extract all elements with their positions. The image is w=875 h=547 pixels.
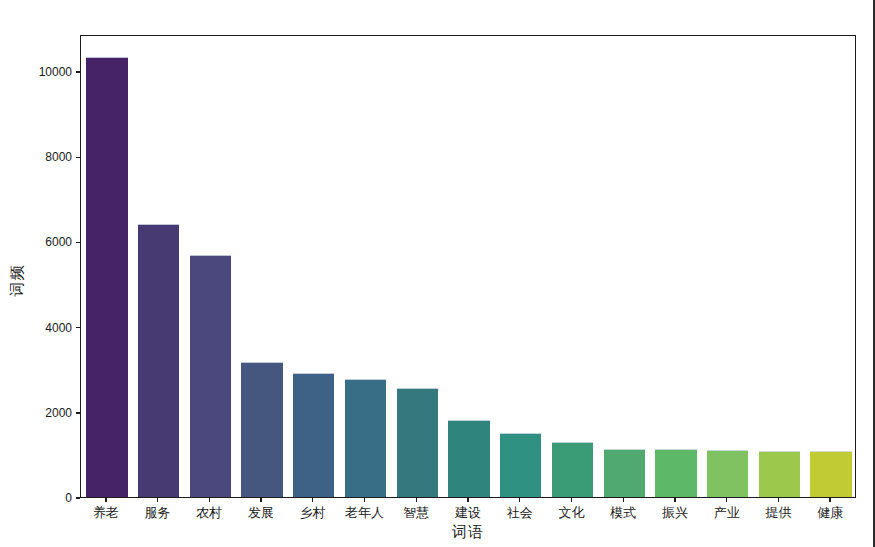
y-tick-label: 2000: [0, 406, 72, 420]
x-tick-mark: [260, 498, 261, 502]
x-tick-mark: [674, 498, 675, 502]
bar-2: [190, 255, 231, 497]
x-tick-mark: [157, 498, 158, 502]
plot-area: [80, 35, 856, 498]
bar-8: [500, 433, 541, 497]
bar-chart-figure: 词频 词语 养老服务农村发展乡村老年人智慧建设社会文化模式振兴产业提供健康020…: [0, 0, 875, 547]
x-tick-mark: [623, 498, 624, 502]
y-tick-mark: [76, 71, 80, 72]
x-tick-mark: [571, 498, 572, 502]
bar-0: [86, 57, 127, 497]
y-tick-mark: [76, 327, 80, 328]
y-tick-label: 10000: [0, 65, 72, 79]
x-tick-mark: [778, 498, 779, 502]
bar-11: [655, 449, 696, 497]
x-axis-label: 词语: [388, 523, 548, 542]
x-tick-mark: [105, 498, 106, 502]
y-tick-label: 4000: [0, 321, 72, 335]
bar-10: [604, 449, 645, 497]
x-tick-mark: [364, 498, 365, 502]
x-tick-mark: [726, 498, 727, 502]
bar-4: [293, 373, 334, 497]
bar-7: [448, 420, 489, 497]
bar-9: [552, 442, 593, 497]
bar-6: [397, 388, 438, 497]
y-tick-label: 0: [0, 491, 72, 505]
y-tick-label: 6000: [0, 235, 72, 249]
y-tick-label: 8000: [0, 150, 72, 164]
y-tick-mark: [76, 157, 80, 158]
y-tick-mark: [76, 497, 80, 498]
y-tick-mark: [76, 242, 80, 243]
x-tick-mark: [829, 498, 830, 502]
x-tick-mark: [467, 498, 468, 502]
bar-1: [138, 224, 179, 497]
bar-12: [707, 450, 748, 497]
y-tick-mark: [76, 412, 80, 413]
bar-3: [241, 362, 282, 497]
bar-13: [759, 451, 800, 497]
x-tick-mark: [312, 498, 313, 502]
x-tick-mark: [209, 498, 210, 502]
y-axis-label: 词频: [8, 251, 27, 311]
bar-5: [345, 379, 386, 497]
x-tick-mark: [519, 498, 520, 502]
x-tick-label: 健康: [790, 505, 870, 520]
bar-14: [810, 451, 851, 497]
x-tick-mark: [416, 498, 417, 502]
